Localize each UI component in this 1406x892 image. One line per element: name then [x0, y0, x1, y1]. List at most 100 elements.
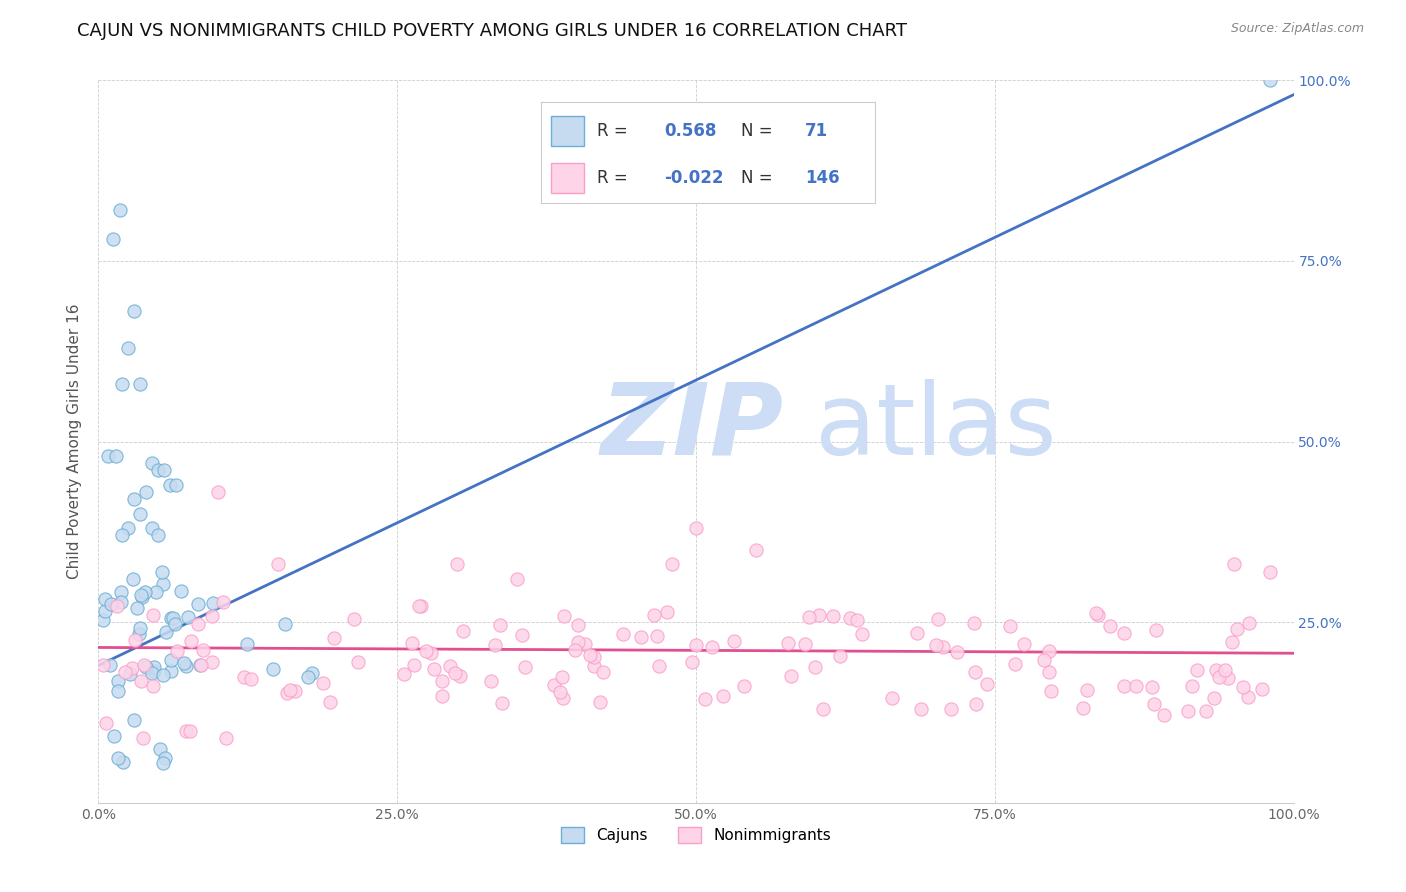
Point	[150, 565, 173, 579]
Point	[1223, 558, 1246, 572]
Point	[94, 716, 117, 731]
Point	[711, 689, 734, 703]
Point	[1032, 653, 1054, 667]
Point	[1213, 663, 1236, 677]
Point	[931, 640, 953, 654]
Point	[479, 674, 502, 689]
Point	[963, 665, 986, 679]
Point	[685, 521, 707, 535]
Point	[1038, 665, 1060, 679]
Point	[394, 667, 416, 681]
Point	[1144, 623, 1167, 637]
Point	[122, 713, 145, 727]
Point	[94, 592, 117, 607]
Point	[700, 640, 723, 654]
Point	[120, 666, 142, 681]
Point	[174, 723, 197, 738]
Point	[1098, 619, 1121, 633]
Point	[108, 203, 131, 218]
Text: ZIP: ZIP	[600, 378, 783, 475]
Point	[152, 576, 174, 591]
Point	[159, 478, 181, 492]
Point	[129, 588, 152, 602]
Point	[186, 597, 208, 611]
Point	[148, 528, 170, 542]
Point	[141, 665, 163, 680]
Point	[240, 673, 263, 687]
Point	[645, 629, 668, 643]
Point	[1143, 697, 1166, 711]
Point	[132, 657, 155, 672]
Point	[946, 645, 969, 659]
Point	[276, 686, 298, 700]
Point	[162, 611, 184, 625]
Point	[513, 660, 536, 674]
Point	[612, 627, 634, 641]
Point	[190, 657, 212, 672]
Point	[267, 558, 290, 572]
Point	[510, 628, 533, 642]
Point	[177, 610, 200, 624]
Point	[236, 637, 259, 651]
Point	[1114, 679, 1136, 693]
Point	[404, 657, 426, 672]
Point	[780, 668, 803, 682]
Point	[910, 702, 932, 716]
Point	[1073, 700, 1095, 714]
Point	[284, 684, 307, 698]
Point	[117, 341, 139, 355]
Point	[484, 638, 506, 652]
Point	[579, 648, 602, 662]
Point	[105, 449, 128, 463]
Point	[233, 670, 256, 684]
Point	[170, 583, 193, 598]
Point	[1181, 679, 1204, 693]
Point	[111, 528, 134, 542]
Point	[408, 599, 430, 614]
Point	[409, 599, 432, 613]
Point	[745, 542, 768, 557]
Point	[655, 605, 678, 619]
Point	[155, 625, 177, 640]
Point	[583, 650, 606, 665]
Point	[110, 585, 132, 599]
Point	[851, 627, 873, 641]
Point	[188, 657, 211, 672]
Point	[723, 634, 745, 648]
Point	[574, 637, 596, 651]
Point	[647, 659, 669, 673]
Point	[430, 673, 453, 688]
Point	[100, 597, 122, 611]
Point	[322, 631, 344, 645]
Point	[107, 673, 129, 688]
Point	[582, 659, 605, 673]
Point	[1125, 679, 1147, 693]
Point	[1076, 683, 1098, 698]
Point	[506, 572, 529, 586]
Point	[1232, 680, 1254, 694]
Point	[145, 584, 167, 599]
Point	[1250, 681, 1272, 696]
Point	[592, 665, 614, 680]
Point	[811, 702, 834, 716]
Point	[131, 674, 153, 689]
Point	[141, 521, 163, 535]
Point	[166, 644, 188, 658]
Point	[415, 644, 437, 658]
Point	[135, 485, 157, 500]
Point	[567, 618, 589, 632]
Point	[925, 638, 948, 652]
Point	[453, 624, 475, 638]
Point	[173, 656, 195, 670]
Point	[1153, 707, 1175, 722]
Point	[98, 657, 121, 672]
Point	[160, 653, 183, 667]
Point	[312, 676, 335, 690]
Point	[129, 376, 152, 391]
Point	[1177, 704, 1199, 718]
Point	[1220, 635, 1243, 649]
Point	[939, 701, 962, 715]
Point	[107, 683, 129, 698]
Point	[1112, 626, 1135, 640]
Point	[107, 750, 129, 764]
